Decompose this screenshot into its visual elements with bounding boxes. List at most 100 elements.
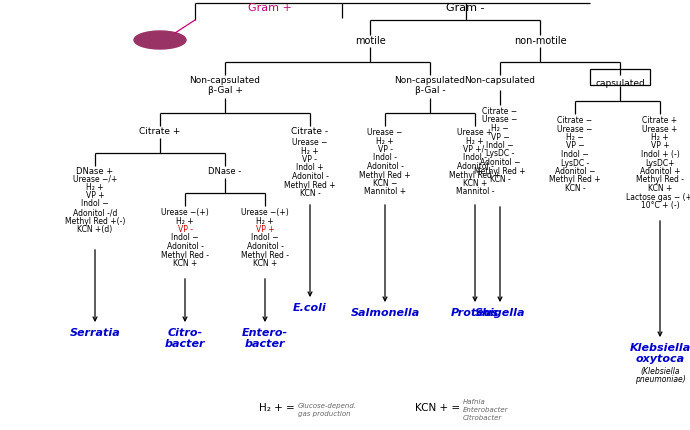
- Text: Enterobacter: Enterobacter: [463, 407, 509, 413]
- Text: VP -: VP -: [177, 225, 193, 234]
- Text: Methyl Red +: Methyl Red +: [474, 166, 526, 175]
- Text: Indol + (-): Indol + (-): [640, 150, 680, 159]
- Text: Urease −: Urease −: [293, 138, 328, 147]
- Text: Indol −: Indol −: [561, 150, 589, 159]
- Text: H₂ +: H₂ +: [466, 136, 484, 145]
- Text: Citrate −: Citrate −: [558, 116, 593, 125]
- Text: Hafnia: Hafnia: [463, 399, 486, 405]
- Text: KCN + =: KCN + =: [415, 403, 460, 413]
- Text: KCN +: KCN +: [463, 179, 487, 188]
- Text: Adonitol -: Adonitol -: [292, 172, 328, 181]
- Text: Urease −: Urease −: [482, 116, 518, 125]
- Text: Serratia: Serratia: [70, 328, 120, 338]
- Text: KCN +: KCN +: [172, 259, 197, 268]
- Text: H₂ +: H₂ +: [256, 216, 274, 225]
- Text: Indol +: Indol +: [296, 163, 324, 172]
- Text: Adonitol -: Adonitol -: [366, 162, 404, 171]
- Text: LysDC+: LysDC+: [645, 159, 675, 168]
- Text: bacter: bacter: [165, 339, 205, 349]
- Text: Klebsiella: Klebsiella: [629, 343, 690, 353]
- Text: H₂ −: H₂ −: [491, 124, 509, 133]
- Text: (Klebsiella: (Klebsiella: [640, 367, 680, 376]
- Text: VP +/-: VP +/-: [463, 145, 487, 154]
- Text: H₂ −: H₂ −: [566, 133, 584, 142]
- Text: oxytoca: oxytoca: [635, 354, 684, 364]
- Text: Methyl Red +: Methyl Red +: [359, 171, 411, 179]
- Text: Adonitol -/d: Adonitol -/d: [73, 208, 117, 217]
- Text: Glucose-depend.: Glucose-depend.: [298, 403, 357, 409]
- Text: Urease −: Urease −: [367, 128, 403, 137]
- Ellipse shape: [134, 31, 186, 49]
- Text: H₂ +: H₂ +: [376, 136, 394, 145]
- Text: Methyl Red -: Methyl Red -: [241, 251, 289, 259]
- Text: KCN +(d): KCN +(d): [77, 225, 112, 234]
- Text: VP +: VP +: [651, 141, 669, 150]
- Text: motile: motile: [355, 36, 386, 46]
- Text: Gram +: Gram +: [248, 3, 292, 13]
- Text: Citrate −: Citrate −: [482, 107, 518, 116]
- Text: Adonitol −: Adonitol −: [480, 158, 520, 167]
- Text: Citrobacter: Citrobacter: [463, 415, 502, 421]
- Text: Gram -: Gram -: [446, 3, 484, 13]
- Text: Methyl Red +: Methyl Red +: [549, 175, 601, 184]
- Text: Indol −: Indol −: [171, 233, 199, 243]
- Text: KCN +: KCN +: [648, 184, 672, 193]
- Text: KCN -: KCN -: [299, 189, 320, 198]
- Text: DNase -: DNase -: [208, 167, 242, 176]
- Text: VP +: VP +: [86, 191, 104, 200]
- Text: Shigella: Shigella: [475, 308, 525, 318]
- Text: H₂ + =: H₂ + =: [259, 403, 295, 413]
- Text: Urease −(+): Urease −(+): [161, 208, 209, 217]
- Text: E.coli: E.coli: [293, 303, 327, 313]
- Text: H₂ +: H₂ +: [302, 147, 319, 156]
- Text: Methyl Red +: Methyl Red +: [449, 171, 501, 179]
- Text: Adonitol +: Adonitol +: [640, 167, 680, 176]
- Text: Methyl Red +(-): Methyl Red +(-): [65, 216, 125, 225]
- Text: Non-capsulated: Non-capsulated: [190, 76, 261, 85]
- Text: KCN −: KCN −: [373, 179, 397, 188]
- Text: Mannitol +: Mannitol +: [364, 187, 406, 197]
- Text: H₂ +: H₂ +: [651, 133, 669, 142]
- Text: DNase +: DNase +: [77, 167, 114, 176]
- Text: Mannitol -: Mannitol -: [456, 187, 494, 197]
- Text: pneumoniae): pneumoniae): [635, 375, 685, 384]
- Text: Adonitol -: Adonitol -: [166, 242, 204, 251]
- Text: VP -: VP -: [377, 145, 393, 154]
- Text: Citrate -: Citrate -: [291, 127, 328, 136]
- Text: Entero-: Entero-: [242, 328, 288, 338]
- Text: Urease −: Urease −: [558, 125, 593, 133]
- Text: Urease +: Urease +: [642, 125, 678, 133]
- Text: Methyl Red -: Methyl Red -: [161, 251, 209, 259]
- Text: LysDC -: LysDC -: [486, 150, 514, 159]
- Text: VP −: VP −: [566, 141, 584, 150]
- Text: bacter: bacter: [245, 339, 285, 349]
- Text: β-Gal -: β-Gal -: [415, 86, 445, 95]
- Text: H₂ +: H₂ +: [176, 216, 194, 225]
- Text: 10°C + (-): 10°C + (-): [641, 201, 680, 210]
- Text: KCN +: KCN +: [253, 259, 277, 268]
- Text: Indol -: Indol -: [373, 154, 397, 163]
- Text: LysDC -: LysDC -: [561, 159, 589, 168]
- Text: Indol -: Indol -: [463, 154, 487, 163]
- Text: Non-capsulated: Non-capsulated: [464, 76, 535, 85]
- Text: Methyl Red -: Methyl Red -: [636, 175, 684, 184]
- Text: Adonitol −: Adonitol −: [555, 167, 595, 176]
- Text: gas production: gas production: [298, 411, 351, 417]
- Text: Urease +: Urease +: [457, 128, 493, 137]
- Text: H₂ +: H₂ +: [86, 182, 104, 191]
- Text: capsulated: capsulated: [595, 79, 645, 87]
- Text: Salmonella: Salmonella: [351, 308, 420, 318]
- Text: Non-capsulated: Non-capsulated: [395, 76, 466, 85]
- Text: Methyl Red +: Methyl Red +: [284, 181, 336, 190]
- Text: Proteus: Proteus: [451, 308, 499, 318]
- Text: Indol −: Indol −: [486, 141, 514, 150]
- Text: Adonitol -: Adonitol -: [457, 162, 493, 171]
- Text: non-motile: non-motile: [513, 36, 566, 46]
- Text: VP +: VP +: [256, 225, 275, 234]
- Text: Urease −(+): Urease −(+): [241, 208, 289, 217]
- Text: Indol −: Indol −: [251, 233, 279, 243]
- Text: Citrate +: Citrate +: [139, 127, 181, 136]
- Text: Citrate +: Citrate +: [642, 116, 678, 125]
- Text: Urease −/+: Urease −/+: [73, 174, 117, 183]
- Text: Citro-: Citro-: [168, 328, 203, 338]
